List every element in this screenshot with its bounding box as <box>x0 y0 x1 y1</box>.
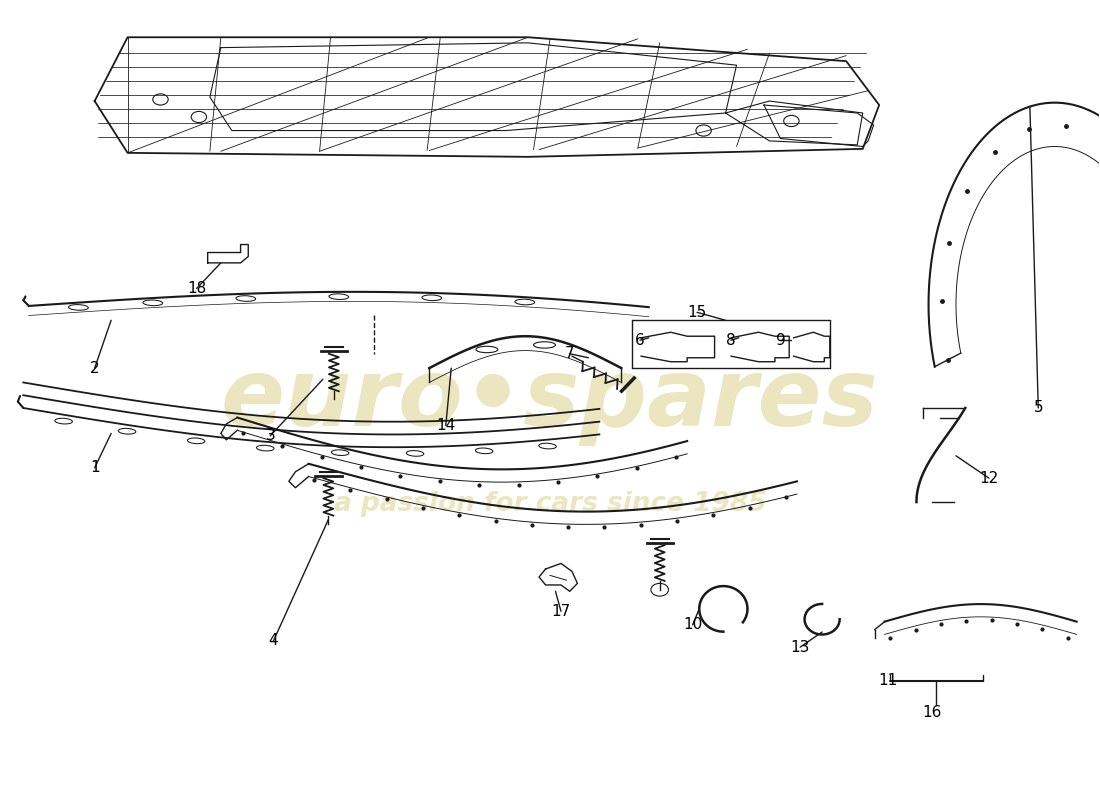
Text: 9: 9 <box>776 333 785 348</box>
Text: 13: 13 <box>791 640 810 654</box>
Text: 14: 14 <box>436 418 455 433</box>
Text: 11: 11 <box>878 673 898 688</box>
Text: 2: 2 <box>90 361 99 376</box>
Text: 4: 4 <box>268 634 278 648</box>
Text: 16: 16 <box>922 705 942 720</box>
Text: 18: 18 <box>187 281 207 296</box>
Text: 5: 5 <box>1034 401 1043 415</box>
Text: 17: 17 <box>551 604 571 618</box>
Text: a passion for cars since 1985: a passion for cars since 1985 <box>333 490 767 517</box>
Text: 3: 3 <box>265 428 275 443</box>
Text: 6: 6 <box>635 333 645 348</box>
Text: euro•spares: euro•spares <box>221 354 879 446</box>
Text: 10: 10 <box>683 618 702 632</box>
Text: 12: 12 <box>979 470 999 486</box>
Text: 15: 15 <box>688 305 706 320</box>
Text: 1: 1 <box>90 460 99 475</box>
Text: 8: 8 <box>726 333 736 348</box>
Text: 7: 7 <box>565 346 574 362</box>
